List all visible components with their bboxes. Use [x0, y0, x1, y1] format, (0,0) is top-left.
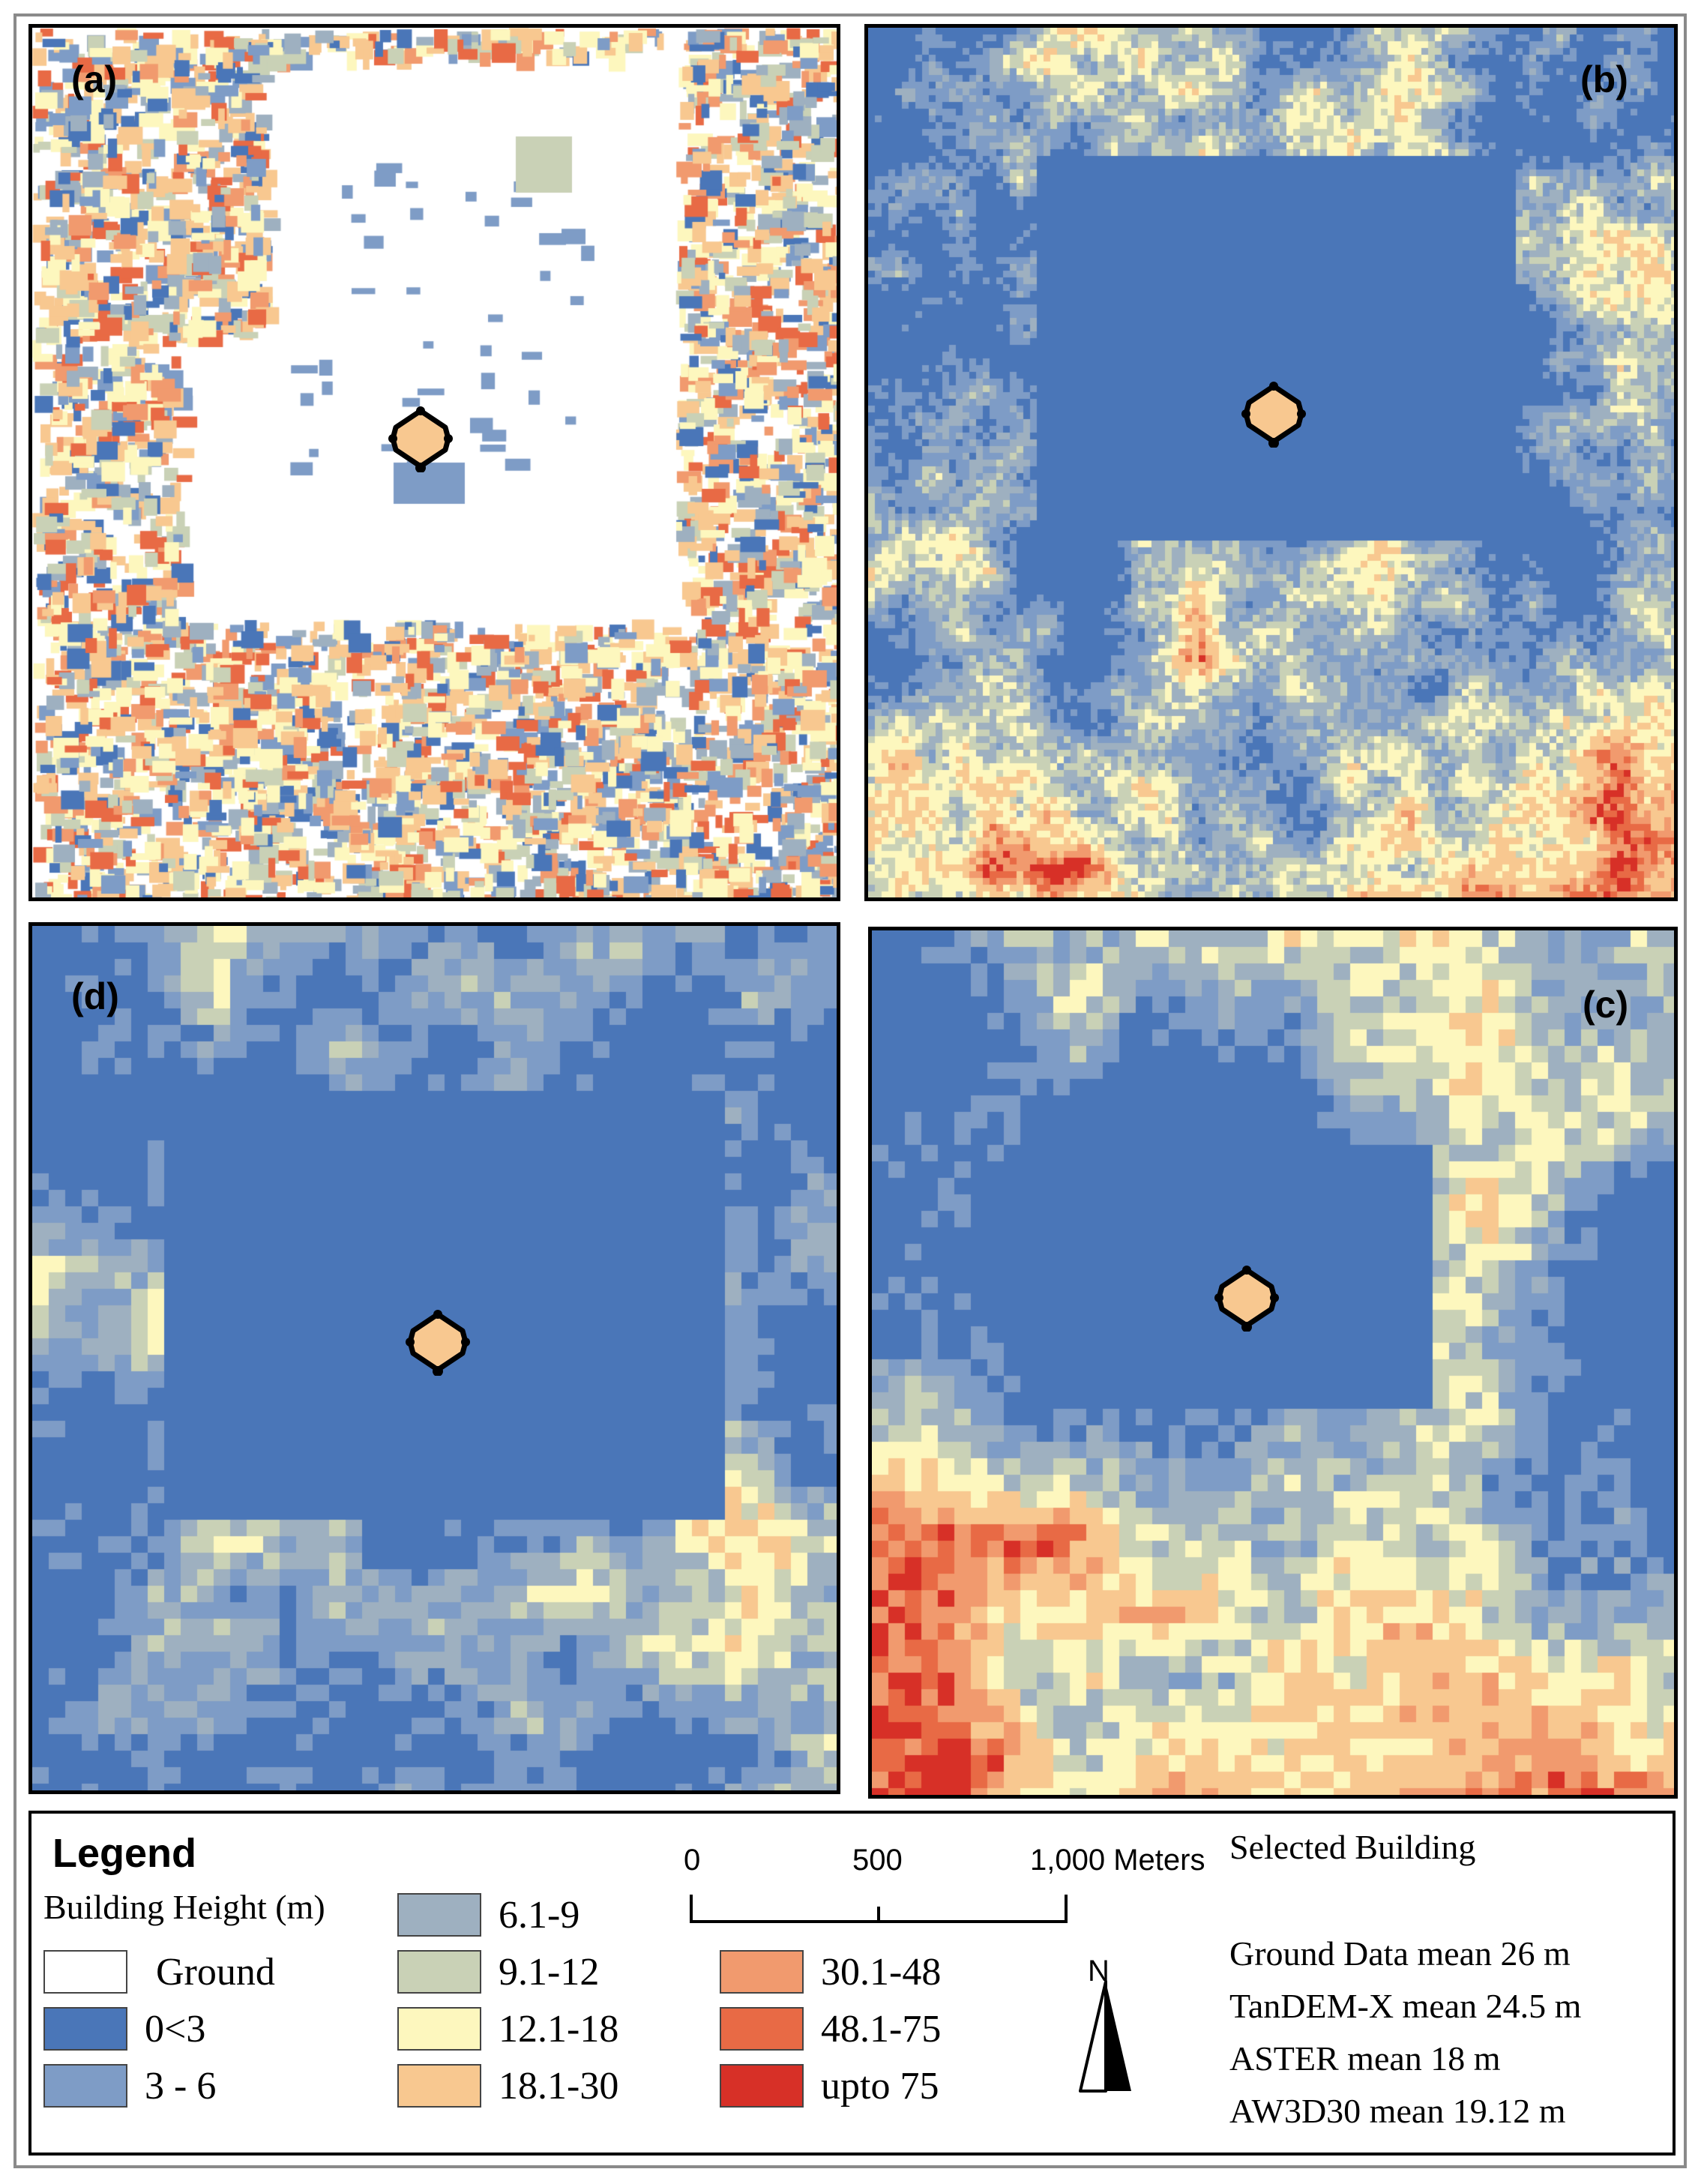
- map-panel-a: (a): [28, 24, 840, 901]
- legend-item-label: 3 - 6: [145, 2065, 217, 2108]
- legend-swatch: [720, 2007, 804, 2051]
- selected-building-title: Selected Building: [1229, 1828, 1476, 1866]
- legend-item-label: Ground: [156, 1951, 275, 1994]
- selected-building-marker-icon: [406, 1310, 470, 1376]
- legend-item-label: 6.1-9: [499, 1894, 580, 1937]
- stat-aster: ASTER mean 18 m: [1229, 2039, 1501, 2078]
- legend-item-label: 18.1-30: [499, 2065, 619, 2108]
- legend-swatch: [43, 1950, 127, 1994]
- legend-swatch: [397, 1893, 481, 1937]
- legend-swatch: [720, 1950, 804, 1994]
- panel-label-a: (a): [71, 58, 118, 100]
- legend-title: Legend: [52, 1831, 197, 1876]
- scale-label-1000: 1,000 Meters: [1030, 1844, 1205, 1877]
- legend-item-label: 9.1-12: [499, 1951, 600, 1994]
- legend-swatch: [397, 1950, 481, 1994]
- legend-swatch: [720, 2064, 804, 2108]
- panel-label-d: (d): [71, 975, 119, 1017]
- north-arrow-icon: [1079, 1980, 1131, 2093]
- map-panel-d: (d): [28, 922, 840, 1794]
- panel-label-c: (c): [1583, 984, 1629, 1026]
- map-panel-b: (b): [864, 24, 1678, 901]
- panel-label-b: (b): [1580, 58, 1628, 100]
- selected-building-marker-icon: [1241, 382, 1306, 448]
- scale-label-0: 0: [684, 1844, 701, 1877]
- legend-item-label: 30.1-48: [821, 1951, 942, 1994]
- legend-swatch: [43, 2007, 127, 2051]
- legend-item-label: 12.1-18: [499, 2008, 619, 2051]
- scale-bar: 0 500 1,000 Meters: [646, 1844, 1216, 1934]
- legend-swatch: [43, 2064, 127, 2108]
- legend-item-label: upto 75: [821, 2065, 939, 2108]
- stat-aw3d30: AW3D30 mean 19.12 m: [1229, 2092, 1566, 2130]
- legend-item-label: 48.1-75: [821, 2008, 942, 2051]
- selected-building-marker-icon: [1214, 1266, 1279, 1332]
- stat-tandem-x: TanDEM-X mean 24.5 m: [1229, 1987, 1582, 2025]
- scale-bar-ruler: [690, 1895, 1068, 1923]
- scale-label-500: 500: [852, 1844, 903, 1877]
- legend-box: Legend Building Height (m) Ground 0<3 3 …: [28, 1811, 1676, 2156]
- map-raster-a: [32, 28, 837, 897]
- stat-ground-data: Ground Data mean 26 m: [1229, 1934, 1571, 1973]
- legend-item-label: 0<3: [145, 2008, 206, 2051]
- legend-swatch: [397, 2007, 481, 2051]
- map-panel-c: (c): [868, 927, 1678, 1799]
- map-raster-b: [868, 28, 1674, 897]
- legend-subtitle: Building Height (m): [43, 1888, 325, 1926]
- selected-building-marker-icon: [388, 406, 453, 472]
- figure-frame: [13, 13, 1687, 2168]
- map-raster-c: [872, 930, 1674, 1795]
- legend-swatch: [397, 2064, 481, 2108]
